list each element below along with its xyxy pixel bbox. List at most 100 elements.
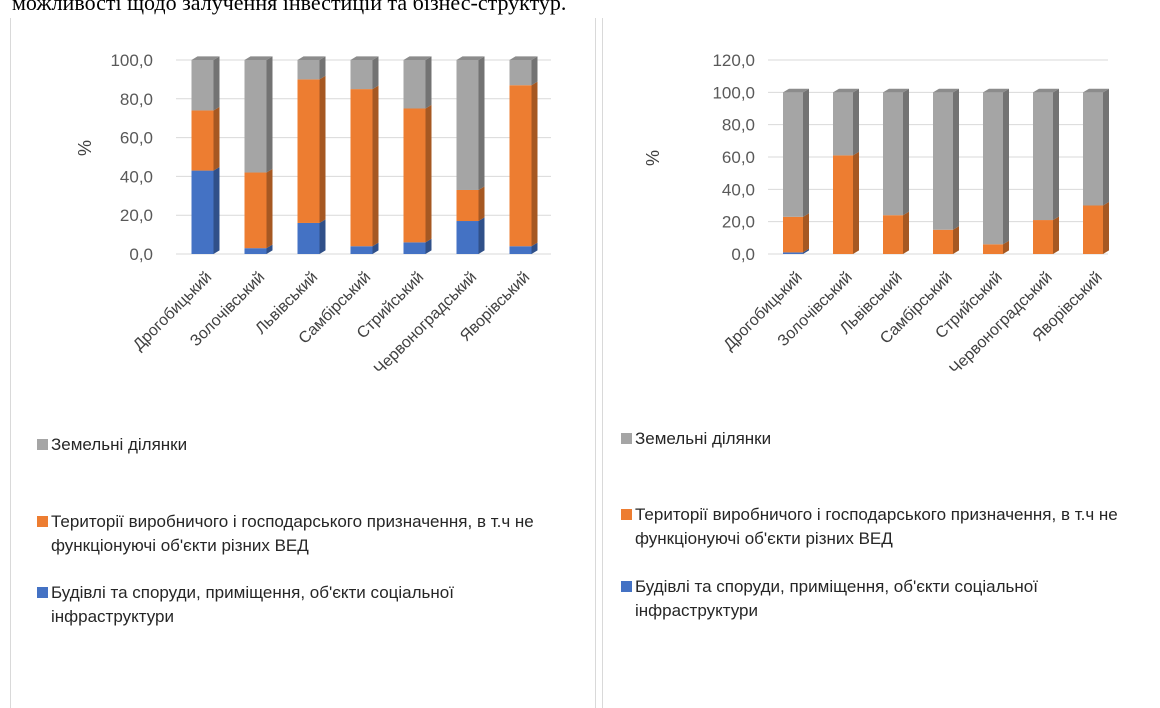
bar-segment bbox=[1033, 88, 1059, 221]
bar-side bbox=[319, 75, 326, 223]
y-tick-label: 40,0 bbox=[120, 167, 153, 186]
bar-segment bbox=[297, 56, 326, 80]
y-tick-label: 20,0 bbox=[120, 206, 153, 225]
bar-face bbox=[244, 172, 267, 249]
legend-label-buildings: Будівлі та споруди, приміщення, об'єкти … bbox=[635, 577, 1038, 620]
bar-face bbox=[983, 92, 1003, 245]
bar-face bbox=[403, 108, 426, 243]
bar-segment bbox=[403, 104, 432, 243]
bar-face bbox=[297, 60, 320, 80]
bar-side bbox=[953, 226, 959, 254]
bar-top bbox=[403, 56, 432, 60]
bar-face bbox=[244, 248, 267, 254]
bar-segment bbox=[509, 81, 538, 247]
bar-top bbox=[1033, 88, 1059, 93]
bar-side bbox=[478, 186, 485, 222]
bar-segment bbox=[833, 88, 859, 156]
y-tick-label: 100,0 bbox=[110, 51, 153, 70]
bar-segment bbox=[883, 88, 909, 216]
bar-face bbox=[883, 215, 903, 254]
legend-swatch-buildings bbox=[37, 587, 48, 598]
bar-side bbox=[903, 211, 909, 254]
bar-top bbox=[509, 56, 538, 60]
bar-face bbox=[509, 85, 532, 247]
bar-face bbox=[783, 216, 803, 253]
bar-segment bbox=[1083, 88, 1109, 206]
bar-top bbox=[833, 88, 859, 93]
bar-segment bbox=[244, 168, 273, 249]
bar-face bbox=[403, 242, 426, 254]
bar-side bbox=[266, 56, 273, 173]
bar-side bbox=[1003, 240, 1009, 254]
legend-item-buildings: Будівлі та споруди, приміщення, об'єкти … bbox=[621, 575, 1159, 623]
bar-face bbox=[983, 244, 1003, 254]
legend-swatch-territories bbox=[621, 509, 632, 520]
bar-side bbox=[1003, 88, 1009, 245]
bar-side bbox=[803, 88, 809, 217]
y-tick-label: 80,0 bbox=[722, 116, 755, 135]
bar-segment bbox=[783, 248, 809, 254]
bar-side bbox=[1053, 216, 1059, 254]
bar-face bbox=[1083, 92, 1103, 206]
bar-top bbox=[191, 56, 220, 60]
bar-face bbox=[933, 229, 953, 254]
bar-side bbox=[531, 56, 538, 86]
legend-label-buildings: Будівлі та споруди, приміщення, об'єкти … bbox=[51, 583, 454, 626]
bar-side bbox=[319, 219, 326, 254]
bar-side bbox=[266, 168, 273, 249]
bar-segment bbox=[883, 211, 909, 254]
bar-segment bbox=[403, 56, 432, 109]
bar-side bbox=[478, 217, 485, 254]
bar-face bbox=[297, 79, 320, 223]
bar-side bbox=[425, 56, 432, 109]
bar-side bbox=[1103, 201, 1109, 254]
bar-side bbox=[478, 56, 485, 190]
y-tick-label: 120,0 bbox=[712, 51, 755, 70]
bar-face bbox=[456, 189, 479, 222]
bar-face bbox=[1083, 205, 1103, 254]
y-tick-label: 80,0 bbox=[120, 90, 153, 109]
y-tick-label: 20,0 bbox=[722, 213, 755, 232]
y-tick-label: 100,0 bbox=[712, 83, 755, 102]
bar-face bbox=[933, 92, 953, 230]
bar-segment bbox=[244, 56, 273, 173]
bar-segment bbox=[297, 219, 326, 254]
y-tick-label: 40,0 bbox=[722, 180, 755, 199]
bar-side bbox=[853, 88, 859, 156]
bar-face bbox=[350, 89, 373, 247]
bar-face bbox=[191, 60, 214, 111]
bar-segment bbox=[350, 56, 379, 90]
y-tick-label: 0,0 bbox=[129, 245, 153, 264]
bar-side bbox=[213, 166, 220, 254]
legend-swatch-land bbox=[621, 433, 632, 444]
bar-side bbox=[803, 213, 809, 253]
bar-face bbox=[883, 92, 903, 216]
bar-face bbox=[509, 246, 532, 254]
bar-segment bbox=[456, 56, 485, 190]
bar-side bbox=[372, 56, 379, 90]
legend-label-land: Земельні ділянки bbox=[635, 429, 772, 448]
legend-item-land: Земельні ділянки bbox=[37, 433, 571, 457]
bar-segment bbox=[983, 88, 1009, 245]
bar-face bbox=[509, 60, 532, 86]
bar-top bbox=[883, 88, 909, 93]
bar-segment bbox=[509, 242, 538, 254]
bar-top bbox=[456, 56, 485, 60]
bar-side bbox=[266, 244, 273, 254]
bar-side bbox=[853, 151, 859, 254]
bar-side bbox=[425, 238, 432, 254]
bar-top bbox=[933, 88, 959, 93]
bar-top bbox=[1083, 88, 1109, 93]
bar-segment bbox=[456, 186, 485, 222]
bar-segment bbox=[783, 213, 809, 253]
bar-side bbox=[803, 248, 809, 254]
bar-face bbox=[456, 60, 479, 190]
bar-side bbox=[531, 81, 538, 247]
bar-segment bbox=[350, 242, 379, 254]
y-tick-label: 60,0 bbox=[120, 129, 153, 148]
chart-left: 0,020,040,060,080,0100,0%ДрогобицькийЗол… bbox=[75, 51, 551, 378]
bar-segment bbox=[509, 56, 538, 86]
bar-segment bbox=[191, 166, 220, 254]
bar-face bbox=[350, 246, 373, 254]
bar-face bbox=[350, 60, 373, 90]
